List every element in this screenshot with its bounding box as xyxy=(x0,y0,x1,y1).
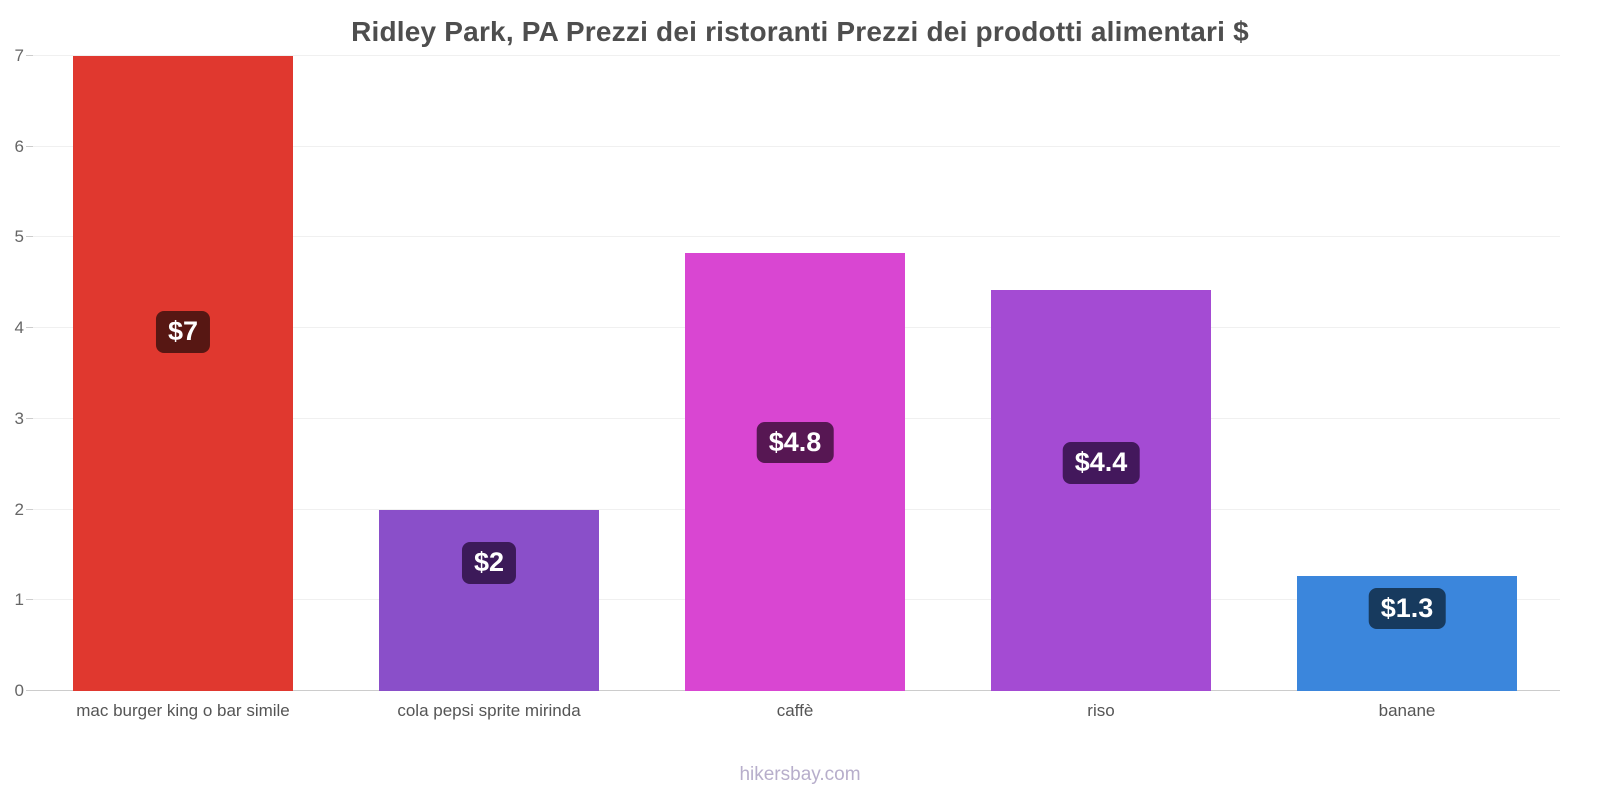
value-badge: $4.4 xyxy=(1062,442,1140,485)
category-label: riso xyxy=(1087,701,1115,720)
y-tick-label: 4 xyxy=(14,318,24,338)
y-tick-mark xyxy=(26,417,33,419)
plot-area: $7 $2 $4.8 $4.4 $1.3 xyxy=(30,55,1560,691)
bar-3[interactable]: $4.4 xyxy=(990,290,1212,691)
y-tick-mark xyxy=(26,599,33,601)
bar-2[interactable]: $4.8 xyxy=(684,252,906,691)
value-badge: $1.3 xyxy=(1368,587,1446,630)
y-tick-mark xyxy=(26,690,33,691)
category-label: banane xyxy=(1378,701,1436,720)
bar-1[interactable]: $2 xyxy=(378,509,600,691)
value-badge: $2 xyxy=(461,541,517,584)
y-tick-label: 3 xyxy=(14,408,24,428)
value-badge: $4.8 xyxy=(756,421,834,464)
bar-0[interactable]: $7 xyxy=(72,56,294,691)
gridline xyxy=(30,145,1560,147)
bar-slot: $4.4 xyxy=(948,56,1254,691)
category-label: mac burger king o bar simile xyxy=(76,701,290,720)
value-badge: $7 xyxy=(155,311,211,354)
bar-slot: $2 xyxy=(336,56,642,691)
bar-slot: $7 xyxy=(30,56,336,691)
chart-title: Ridley Park, PA Prezzi dei ristoranti Pr… xyxy=(351,16,1249,47)
y-tick-mark xyxy=(26,327,33,329)
y-tick-label: 0 xyxy=(14,681,24,700)
bar-slot: $1.3 xyxy=(1254,56,1560,691)
y-tick-label: 1 xyxy=(14,590,24,610)
watermark-text: hikersbay.com xyxy=(739,764,861,785)
category-label: cola pepsi sprite mirinda xyxy=(397,701,581,720)
y-tick-mark xyxy=(26,508,33,510)
chart: $7 $2 $4.8 $4.4 $1.3 0 1 2 3 4 5 6 7 xyxy=(0,46,1600,700)
category-labels: mac burger king o bar simile cola pepsi s… xyxy=(30,691,1560,721)
y-tick-label: 2 xyxy=(14,499,24,519)
y-tick-label: 6 xyxy=(14,136,24,156)
y-tick-mark xyxy=(26,145,33,147)
bars-row: $7 $2 $4.8 $4.4 $1.3 xyxy=(30,56,1560,691)
bar-slot: $4.8 xyxy=(642,56,948,691)
y-tick-label: 7 xyxy=(14,46,24,65)
gridline xyxy=(30,236,1560,238)
y-tick-mark xyxy=(26,55,33,56)
bar-4[interactable]: $1.3 xyxy=(1296,575,1518,691)
y-tick-label: 5 xyxy=(14,227,24,247)
gridline xyxy=(30,55,1560,56)
y-tick-mark xyxy=(26,236,33,238)
category-label: caffè xyxy=(776,701,814,720)
